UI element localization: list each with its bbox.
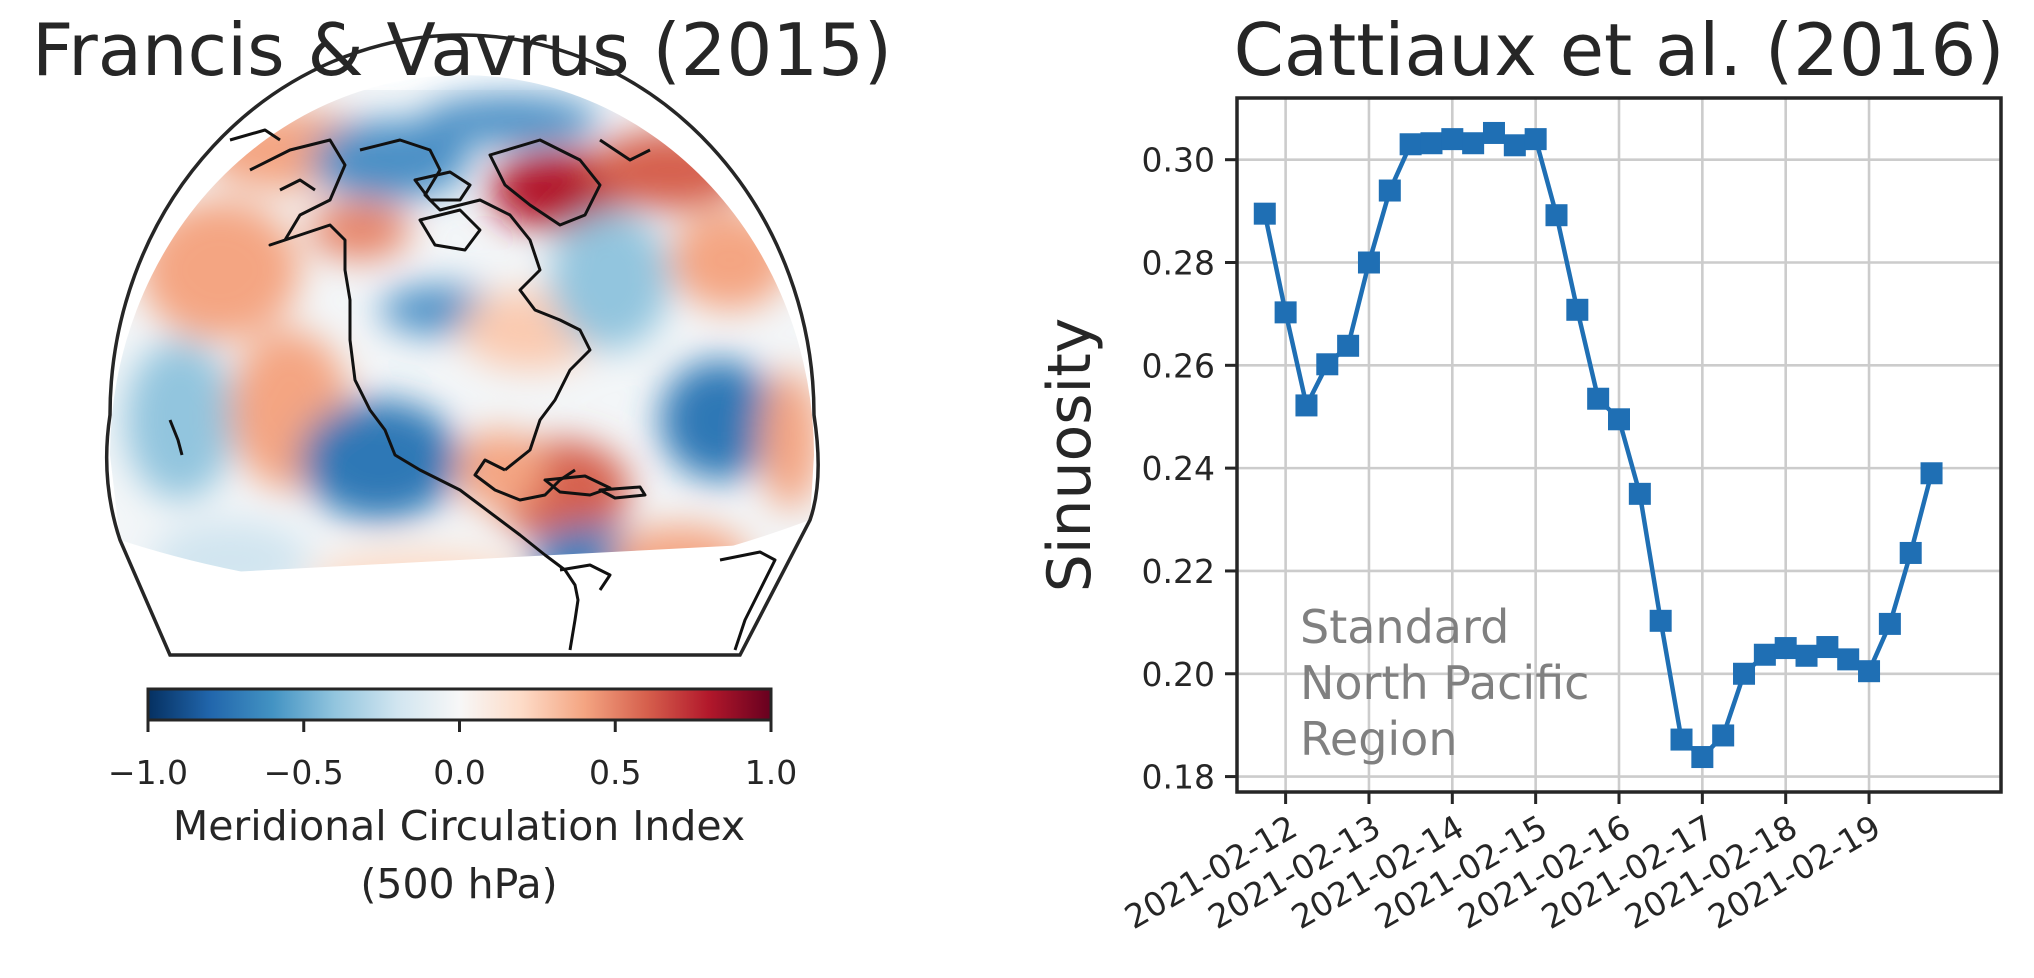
data-point-marker: [1733, 662, 1756, 685]
y-tick-label: 0.28: [1142, 244, 1215, 283]
colorbar-tick-label: 1.0: [745, 753, 797, 792]
line-chart: Standard North Pacific Region 0.180.200.…: [1118, 96, 2003, 937]
data-point-marker: [1274, 301, 1297, 324]
series-sinuosity: [1253, 121, 1943, 769]
y-ticks: 0.18 0.20 0.22 0.24 0.26 0.28 0.30: [1142, 141, 1237, 797]
coastlines: [168, 128, 777, 651]
data-point-marker: [1920, 462, 1943, 485]
data-point-marker: [1899, 541, 1922, 564]
data-point-marker: [1295, 394, 1318, 417]
region-annotation: Standard North Pacific Region: [1300, 600, 1589, 766]
y-axis-label: Sinuosity: [1035, 318, 1105, 592]
data-point-marker: [1337, 334, 1360, 357]
data-point-marker: [1253, 202, 1276, 225]
data-point-marker: [1753, 643, 1776, 666]
globe-map: [104, 33, 820, 657]
data-point-marker: [1691, 746, 1714, 769]
data-point-marker: [1357, 251, 1380, 274]
x-ticks: 2021-02-122021-02-132021-02-142021-02-15…: [1118, 792, 1887, 937]
ocean-mask-lower: [110, 520, 814, 655]
data-point-marker: [1566, 298, 1589, 321]
data-point-marker: [1316, 353, 1339, 376]
colorbar: −1.0 −0.5 0.0 0.5 1.0 Meridional Circulation…: [108, 687, 797, 908]
data-point-marker: [1441, 128, 1464, 151]
y-tick-label: 0.26: [1142, 346, 1215, 385]
annotation-line-2: North Pacific: [1300, 656, 1589, 710]
data-point-marker: [1628, 482, 1651, 505]
data-point-marker: [1858, 660, 1881, 683]
globe-outline: [104, 33, 820, 657]
data-point-marker: [1482, 121, 1505, 144]
data-point-marker: [1378, 179, 1401, 202]
data-point-marker: [1587, 387, 1610, 410]
data-point-marker: [1712, 724, 1735, 747]
data-point-marker: [1670, 728, 1693, 751]
grid: [1237, 98, 2001, 792]
data-point-marker: [1545, 204, 1568, 227]
colorbar-tick-label: −1.0: [108, 753, 188, 792]
colorbar-gradient: [146, 687, 773, 722]
annotation-line-3: Region: [1300, 712, 1457, 766]
y-tick-label: 0.22: [1142, 552, 1215, 591]
data-point-marker: [1524, 128, 1547, 151]
data-point-marker: [1608, 408, 1630, 431]
data-point-marker: [1503, 134, 1526, 157]
colorbar-label-line1: Meridional Circulation Index: [173, 802, 745, 850]
colorbar-tick-label: 0.0: [433, 753, 485, 792]
data-point-marker: [1462, 132, 1485, 155]
y-tick-label: 0.24: [1142, 449, 1215, 488]
data-point-marker: [1878, 612, 1901, 635]
data-point-marker: [1420, 132, 1443, 155]
data-point-marker: [1837, 648, 1860, 671]
data-point-marker: [1795, 644, 1818, 667]
data-point-marker: [1649, 609, 1672, 632]
colorbar-label-line2: (500 hPa): [360, 860, 557, 908]
y-tick-label: 0.20: [1142, 655, 1215, 694]
right-panel-title: Cattiaux et al. (2016): [1234, 8, 2005, 92]
data-point-marker: [1399, 133, 1422, 156]
data-point-marker: [1774, 637, 1797, 660]
annotation-line-1: Standard: [1300, 600, 1509, 654]
y-tick-label: 0.30: [1142, 141, 1215, 180]
colorbar-tick-label: 0.5: [589, 753, 641, 792]
colorbar-ticks: −1.0 −0.5 0.0 0.5 1.0: [108, 720, 797, 792]
data-point-marker: [1816, 636, 1839, 659]
colorbar-tick-label: −0.5: [264, 753, 344, 792]
y-tick-label: 0.18: [1142, 758, 1215, 797]
left-panel-title: Francis & Vavrus (2015): [32, 8, 892, 92]
